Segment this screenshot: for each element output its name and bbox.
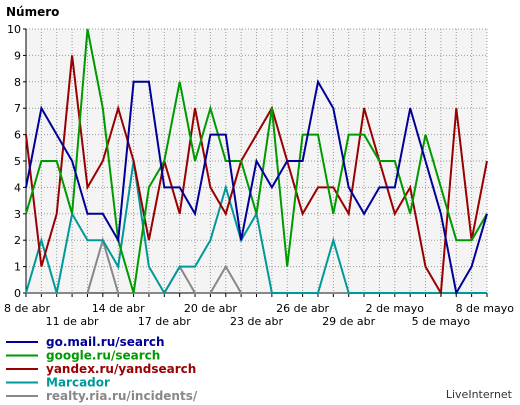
y-tick-label: 1 [14, 261, 21, 274]
x-tick-label: 29 de abr [322, 315, 375, 328]
y-axis-label: Número [6, 5, 59, 19]
y-tick-label: 2 [14, 234, 21, 247]
x-tick-label: 8 de mayo [456, 302, 515, 315]
x-tick-label: 26 de abr [276, 302, 329, 315]
y-tick-label: 4 [14, 181, 21, 194]
y-tick-label: 0 [14, 287, 21, 300]
series-lines [25, 28, 488, 297]
x-tick-label: 2 de mayo [366, 302, 425, 315]
x-tick-label: 17 de abr [138, 315, 191, 328]
y-tick-label: 10 [7, 23, 21, 36]
x-tick-label: 5 de mayo [412, 315, 471, 328]
x-tick-label: 20 de abr [184, 302, 237, 315]
y-tick-label: 9 [14, 49, 21, 62]
y-tick-label: 5 [14, 155, 21, 168]
legend-label: Marcador [46, 376, 110, 390]
x-axis-ticks: 8 de abr 14 de abr 20 de abr 26 de abr 2 de … [4, 293, 514, 328]
x-tick-label: 23 de abr [230, 315, 283, 328]
x-tick-label: 14 de abr [92, 302, 145, 315]
series-line-go-mail-ru-search [25, 78, 488, 296]
legend: go.mail.ru/searchgoogle.ru/searchyandex.… [6, 335, 198, 403]
series-line-yandex-ru-yandsearch [25, 55, 488, 297]
y-tick-label: 7 [14, 102, 21, 115]
legend-label: yandex.ru/yandsearch [46, 362, 196, 376]
legend-label: google.ru/search [46, 349, 160, 363]
x-tick-label: 8 de abr [4, 302, 50, 315]
series-line-google-ru-search [25, 28, 488, 294]
x-tick-label: 11 de abr [46, 315, 99, 328]
y-tick-label: 3 [14, 208, 21, 221]
legend-label: go.mail.ru/search [46, 335, 165, 349]
legend-label: realty.ria.ru/incidents/ [46, 389, 198, 403]
y-axis-ticks: 0 1 2 3 4 5 6 7 8 9 10 [7, 23, 26, 300]
y-tick-label: 6 [14, 129, 21, 142]
y-tick-label: 8 [14, 76, 21, 89]
brand-label: LiveInternet [446, 388, 513, 401]
